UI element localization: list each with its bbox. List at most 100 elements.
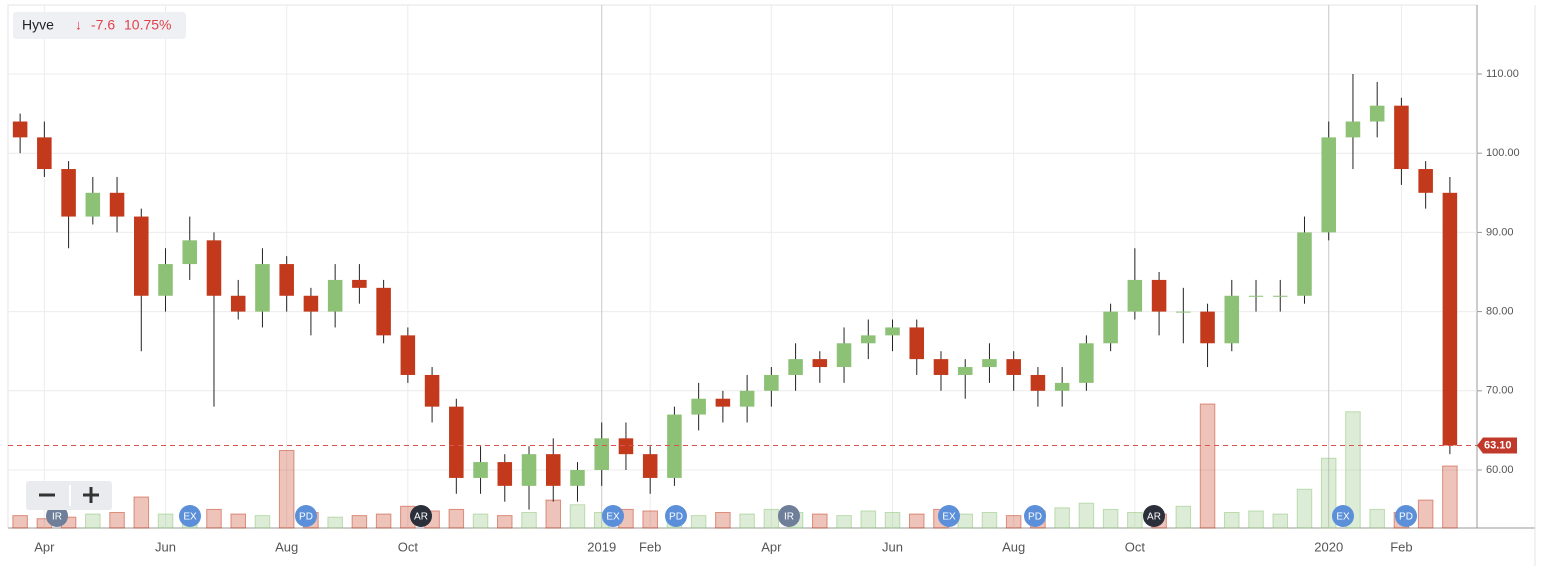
event-marker[interactable] [1024,505,1046,527]
candle-body [206,240,222,296]
volume-bar [1272,513,1289,529]
last-price-label: 63.10 [1484,439,1512,451]
candle-body [134,216,149,296]
volume-bar [1054,507,1070,529]
volume-bar [860,510,877,529]
candle-body [1418,169,1433,193]
volume-bar [12,515,28,529]
candle-body [1030,374,1046,391]
event-marker[interactable] [1332,505,1354,527]
candle-body [618,438,634,455]
event-marker[interactable] [1395,505,1417,527]
x-tick-label: Apr [761,539,782,554]
volume-bar [1199,403,1216,529]
volume-bar [230,513,246,529]
candle-body [545,454,561,486]
x-tick-label: Oct [1125,539,1146,554]
candle-body [473,462,488,478]
event-marker[interactable] [1143,505,1165,527]
candle-body [12,121,28,138]
legend-arrow: ↓ [75,17,82,33]
volume-bar [545,499,562,529]
volume-bar [206,508,222,529]
volume-bar [375,513,392,529]
volume-bar [109,512,125,529]
candle-body [570,470,585,486]
event-label: EX [183,512,197,523]
candle-body [1321,137,1336,233]
volume-bar [254,515,271,529]
volume-bar [1442,465,1458,529]
volume-bar [908,513,925,529]
volume-bar [278,450,295,529]
volume-bar [1248,510,1264,529]
x-tick-label: 2019 [587,539,616,554]
volume-bar [351,515,368,529]
last-price-flag [1477,437,1517,454]
candle-body [230,295,246,312]
x-tick-label: 2020 [1314,539,1343,554]
event-marker[interactable] [778,505,800,527]
x-tick-label: Aug [275,539,298,554]
event-marker[interactable] [179,505,201,527]
event-label: PD [1399,512,1413,523]
x-tick-label: Jun [882,539,903,554]
volume-bar [521,512,537,529]
candle-body [1394,105,1409,170]
volume-bar [1296,488,1313,529]
volume-bar [1369,508,1385,529]
x-tick-label: Jun [155,539,176,554]
candle-body [158,264,173,296]
event-label: PD [1028,512,1042,523]
volume-bar [763,508,780,529]
x-tick-label: Aug [1002,539,1025,554]
candle-body [85,192,101,217]
x-tick-label: Feb [639,539,661,554]
legend-change: -7.6 [91,17,115,33]
event-marker[interactable] [938,505,960,527]
volume-bar [157,513,174,529]
candle-body [1127,279,1143,312]
candle-body [400,335,416,375]
event-marker[interactable] [46,505,68,527]
event-marker[interactable] [602,505,624,527]
candle-body [836,343,852,368]
candle-body [909,327,925,360]
event-marker[interactable] [295,505,317,527]
candle-body [1248,295,1264,297]
candle-body [885,327,900,336]
candle-body [739,390,755,407]
candle-body [642,454,658,478]
candle-body [1272,295,1288,297]
volume-bar [1224,512,1240,529]
event-label: EX [1336,512,1350,523]
candles [12,74,1458,510]
candle-body [37,137,52,170]
candle-body [1369,105,1385,122]
y-tick-label: 100.00 [1486,147,1520,159]
y-tick-label: 60.00 [1486,464,1514,476]
candle-body [764,374,779,391]
volume-bar [1417,499,1434,529]
candle-body [279,264,294,296]
candle-body [812,359,828,368]
zoom-out[interactable] [26,481,70,510]
event-label: AR [1147,512,1161,523]
zoom-in[interactable] [70,481,112,510]
volume-bar [327,516,343,529]
event-label: EX [606,512,620,523]
volume-bar [690,515,707,529]
volume-bar [715,512,731,529]
candle-body [424,374,440,407]
candle-body [1224,295,1240,344]
event-label: PD [669,512,683,523]
zoom-controls [26,481,112,510]
event-label: IR [52,512,62,523]
candle-body [691,398,706,415]
event-marker[interactable] [665,505,687,527]
candle-body [497,462,513,486]
event-marker[interactable] [410,505,432,527]
event-label: EX [942,512,956,523]
candle-body [1176,311,1191,313]
